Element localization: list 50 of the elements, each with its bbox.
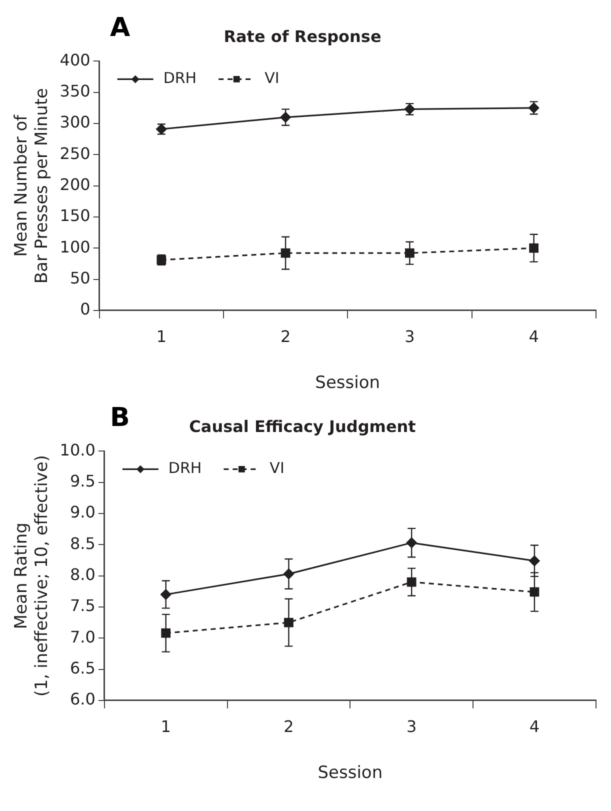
- point: [280, 248, 290, 258]
- y-tick-label: 8.5: [70, 534, 96, 553]
- y-tick-label: 8.0: [70, 564, 96, 584]
- x-tick-label: 4: [529, 717, 540, 736]
- point: [529, 556, 540, 566]
- y-tick-label: 250: [60, 144, 90, 163]
- legend-label: VI: [270, 459, 284, 478]
- x-tick-label: 4: [528, 327, 539, 346]
- point: [406, 577, 416, 587]
- y-tick-label: 10.0: [60, 440, 96, 460]
- x-tick-label: 3: [404, 327, 415, 346]
- legend-label: DRH: [163, 69, 197, 88]
- y-tick-label: 9.0: [70, 502, 96, 522]
- x-tick-label: 1: [156, 327, 167, 346]
- chart-title: Rate of Response: [224, 26, 382, 46]
- x-axis-title: Session: [315, 373, 380, 394]
- y-tick-label: 0: [80, 300, 90, 319]
- x-tick-label: 2: [284, 717, 294, 736]
- y-axis-title: Mean Number of Bar Presses per Minute: [12, 88, 52, 284]
- y-tick-label: 7.5: [70, 596, 96, 616]
- y-tick-label: 100: [60, 237, 90, 256]
- point: [161, 628, 171, 638]
- y-tick-label: 300: [60, 112, 90, 132]
- point: [530, 587, 540, 597]
- y-tick-label: 7.0: [70, 627, 96, 646]
- x-tick-label: 3: [406, 717, 417, 736]
- text: B: [110, 402, 130, 433]
- legend-label: VI: [264, 69, 280, 88]
- y-tick-label: 400: [60, 50, 90, 70]
- legend-label: DRH: [168, 459, 202, 478]
- point: [160, 589, 172, 600]
- x-tick-label: 2: [280, 327, 291, 346]
- y-axis-title: Mean Rating (1, ineffective; 10, effective): [12, 454, 52, 697]
- y-tick-label: 6.0: [70, 690, 96, 709]
- point: [406, 537, 417, 548]
- chart-title: Causal Efficacy Judgment: [189, 416, 416, 436]
- x-axis-title: Session: [318, 763, 383, 784]
- point: [284, 618, 294, 628]
- text: A: [110, 12, 130, 43]
- y-tick-label: 350: [60, 82, 90, 101]
- y-tick-label: 9.5: [70, 472, 96, 491]
- y-tick-label: 6.5: [70, 658, 96, 678]
- point: [283, 568, 294, 580]
- x-tick-label: 1: [160, 717, 171, 736]
- point: [405, 248, 414, 258]
- point: [529, 243, 539, 253]
- y-tick-label: 50: [70, 268, 90, 288]
- point: [280, 112, 291, 123]
- y-tick-label: 200: [60, 174, 90, 194]
- y-tick-label: 150: [60, 206, 90, 226]
